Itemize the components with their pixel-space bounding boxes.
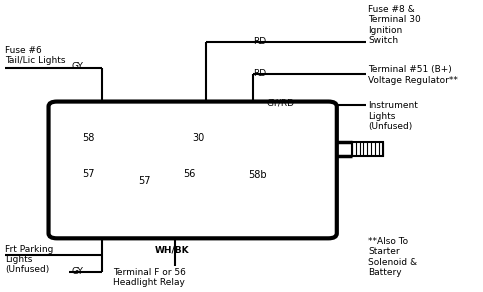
Text: GY/RD: GY/RD <box>267 99 295 108</box>
Text: Terminal #51 (B+)
Voltage Regulator**: Terminal #51 (B+) Voltage Regulator** <box>369 65 458 84</box>
Text: Frt Parking
Lights
(Unfused): Frt Parking Lights (Unfused) <box>5 245 54 274</box>
Text: GY: GY <box>71 62 83 71</box>
Text: Terminal F or 56
Headlight Relay: Terminal F or 56 Headlight Relay <box>113 268 185 287</box>
Text: Fuse #8 &
Terminal 30
Ignition
Switch: Fuse #8 & Terminal 30 Ignition Switch <box>369 5 421 45</box>
Text: 58b: 58b <box>248 171 267 180</box>
Text: **Also To
Starter
Solenoid &
Battery: **Also To Starter Solenoid & Battery <box>369 237 417 277</box>
Text: 30: 30 <box>192 133 205 143</box>
Text: 57: 57 <box>83 169 95 179</box>
Text: GY: GY <box>71 267 83 277</box>
Text: RD: RD <box>253 69 266 78</box>
Text: Instrument
Lights
(Unfused): Instrument Lights (Unfused) <box>369 101 418 131</box>
Text: Fuse #6
Tail/Lic Lights: Fuse #6 Tail/Lic Lights <box>5 46 66 65</box>
Bar <box>352 142 383 156</box>
Text: 58: 58 <box>83 133 95 143</box>
Text: WH/BK: WH/BK <box>155 245 189 254</box>
Text: 57: 57 <box>138 176 151 186</box>
Text: RD: RD <box>253 37 266 46</box>
FancyBboxPatch shape <box>49 102 337 238</box>
Text: 56: 56 <box>183 169 195 179</box>
